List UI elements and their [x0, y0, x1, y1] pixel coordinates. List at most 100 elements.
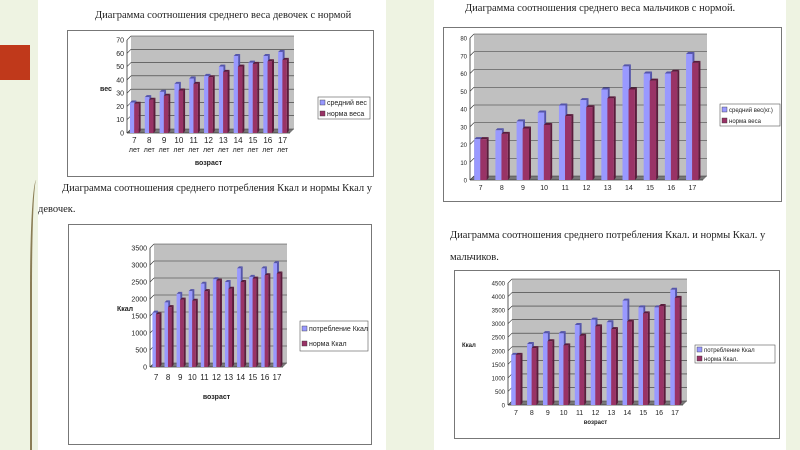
bar-side	[528, 126, 531, 180]
x-tick-label: 14	[236, 373, 245, 382]
x-tick-label: 10	[174, 136, 183, 145]
bar-norm	[208, 77, 213, 133]
bar-top	[180, 297, 186, 300]
bar-top	[176, 291, 183, 294]
y-tick-label: 50	[116, 64, 124, 71]
y-tick-label: 70	[116, 38, 124, 45]
legend-label: средний вес(кг.)	[729, 107, 773, 114]
legend-swatch	[696, 346, 703, 353]
bar-top	[537, 110, 547, 113]
bar-top	[212, 277, 219, 280]
bar-norm	[149, 99, 154, 133]
bar-top	[670, 69, 680, 72]
x-tick-label: 12	[204, 136, 213, 145]
bar-top	[267, 59, 274, 62]
bar-side	[679, 295, 682, 405]
gridline	[469, 158, 475, 163]
y-tick-label: 20	[116, 104, 124, 111]
y-tick-label: 1000	[492, 376, 506, 382]
bar-side	[256, 276, 259, 367]
bar-top	[558, 331, 566, 334]
x-tick-label: 7	[132, 136, 137, 145]
legend-box	[694, 344, 776, 364]
bar-top	[565, 114, 574, 117]
bar-avg	[558, 333, 564, 405]
bar-side	[168, 93, 171, 133]
bar-avg	[248, 62, 253, 134]
gridline	[126, 75, 132, 81]
bar-norm	[192, 300, 196, 367]
y-tick-label: 2000	[131, 297, 147, 304]
x-tick-label: 13	[219, 136, 228, 145]
bar-top	[164, 300, 171, 303]
y-tick-label: 500	[135, 348, 147, 355]
bar-side	[207, 289, 210, 367]
x-tick-suffix: лет	[233, 147, 245, 154]
bar-top	[192, 298, 198, 301]
bar-avg	[249, 276, 253, 367]
bar-avg	[188, 291, 193, 367]
bar-top	[240, 280, 247, 282]
gridline	[507, 305, 513, 311]
x-tick-label: 12	[212, 373, 221, 382]
bar-avg	[606, 322, 612, 405]
x-tick-suffix: лет	[277, 147, 289, 154]
bar-avg	[543, 333, 548, 405]
bar-top	[495, 128, 504, 131]
girls-kcal-caption-line2: девочек.	[38, 204, 76, 215]
gridline	[507, 346, 513, 351]
bar-avg	[237, 268, 241, 367]
x-tick-label: 11	[576, 410, 583, 417]
bar-norm	[628, 89, 635, 180]
bar-top	[264, 273, 271, 276]
bar-norm	[531, 348, 537, 405]
bar-avg	[686, 53, 693, 180]
bar-norm	[167, 307, 172, 367]
bar-norm	[642, 313, 648, 405]
bar-top	[686, 51, 695, 54]
y-tick-label: 60	[116, 51, 124, 58]
bar-top	[249, 274, 255, 277]
x-tick-suffix: лет	[173, 147, 185, 154]
bar-avg	[670, 289, 676, 405]
y-tick-label: 3500	[131, 246, 147, 253]
bar-norm	[155, 314, 160, 367]
x-tick-label: 8	[166, 373, 171, 382]
bar-avg	[574, 325, 580, 405]
bar-side	[280, 271, 283, 367]
x-tick-label: 13	[604, 185, 612, 192]
x-tick-suffix: лет	[262, 147, 274, 154]
bar-side	[268, 273, 271, 367]
y-tick-label: 10	[116, 117, 124, 124]
x-tick-label: 16	[655, 410, 663, 417]
legend-label: норма Ккал	[309, 341, 347, 348]
bar-avg	[224, 282, 229, 367]
y-tick-label: 10	[460, 161, 467, 167]
bar-top	[218, 64, 226, 67]
bar-avg	[273, 263, 277, 367]
bar-top	[273, 261, 279, 264]
gridline	[126, 35, 132, 41]
gridline	[507, 278, 513, 284]
x-tick-label: 17	[689, 185, 697, 192]
bar-top	[178, 88, 186, 91]
bar-top	[200, 281, 207, 284]
bar-top	[670, 287, 678, 290]
bar-top	[188, 289, 195, 292]
bar-avg	[558, 105, 566, 180]
bar-avg	[664, 73, 672, 180]
x-tick-label: 9	[162, 136, 167, 145]
bar-avg	[643, 73, 651, 180]
bar-norm	[252, 63, 258, 133]
bar-side	[613, 96, 616, 180]
x-tick-label: 9	[546, 410, 550, 417]
bar-top	[563, 343, 571, 346]
legend-label: средний вес	[327, 99, 367, 107]
girls-weight-caption: Диаграмма соотношения среднего веса дево…	[95, 10, 352, 21]
bar-top	[224, 280, 231, 282]
bar-top	[547, 339, 555, 342]
y-tick-label: 4000	[492, 295, 506, 301]
girls-kcal-caption-line1: Диаграмма соотношения среднего потреблен…	[62, 183, 372, 194]
bar-norm	[228, 288, 233, 367]
bar-top	[155, 312, 162, 315]
